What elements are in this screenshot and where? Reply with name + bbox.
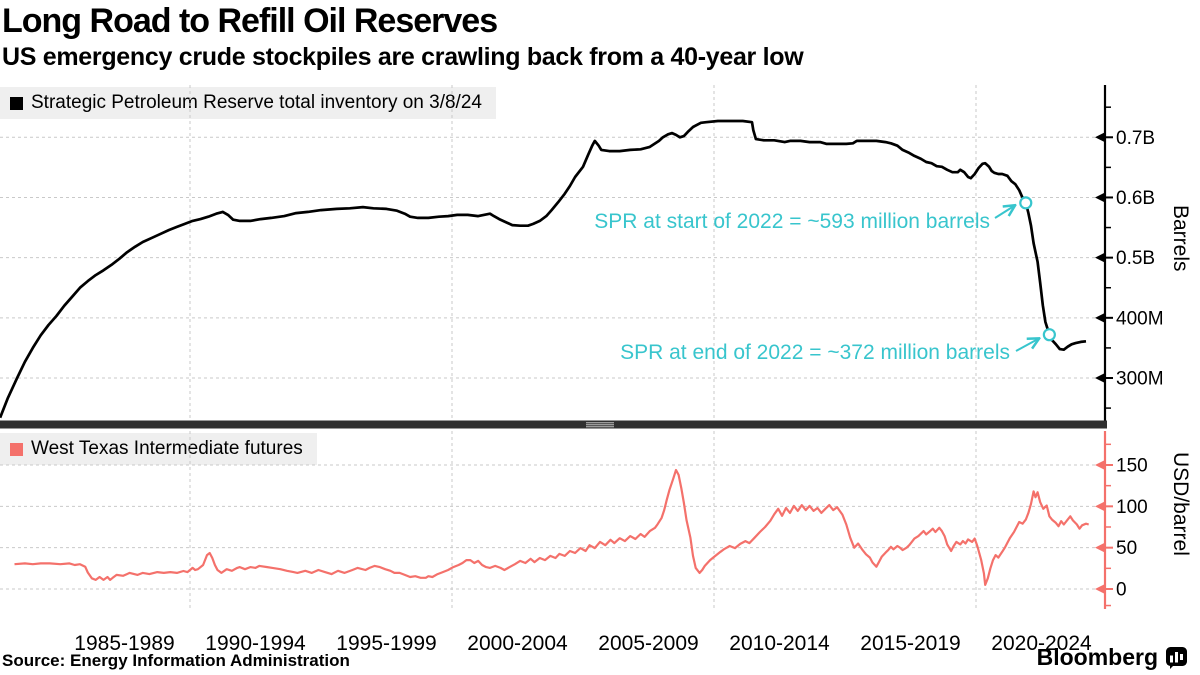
annotation-spr-end-2022: SPR at end of 2022 = ~372 million barrel… <box>620 341 1010 364</box>
annotation-marker-icon <box>1042 328 1056 342</box>
wti-axis-title: USD/barrel <box>1169 452 1192 556</box>
x-axis-label: 2015-2019 <box>860 632 960 655</box>
y-tick-label: 400M <box>1116 308 1164 329</box>
major-tick-arrow-icon <box>1095 192 1104 202</box>
major-tick-arrow-icon <box>1095 543 1104 553</box>
spr-legend-label: Strategic Petroleum Reserve total invent… <box>31 92 482 113</box>
panel-divider <box>0 420 1107 429</box>
x-axis-label: 2010-2014 <box>729 632 830 655</box>
bloomberg-brand: Bloomberg <box>1037 644 1188 671</box>
annotation-arrow-icon <box>994 206 1014 219</box>
legend-wti: West Texas Intermediate futures <box>0 433 317 465</box>
major-tick-arrow-icon <box>1095 132 1104 142</box>
annotation-marker-icon <box>1019 196 1033 210</box>
y-tick-label: 150 <box>1116 455 1148 476</box>
y-tick-label: 0.5B <box>1116 248 1155 269</box>
source-note: Source: Energy Information Administratio… <box>2 651 350 670</box>
y-tick-label: 0.6B <box>1116 188 1155 209</box>
major-tick-arrow-icon <box>1095 253 1104 263</box>
spr-legend-swatch-icon <box>10 96 23 110</box>
bloomberg-wordmark: Bloomberg <box>1036 644 1158 670</box>
y-tick-label: 300M <box>1116 369 1164 390</box>
page-subtitle: US emergency crude stockpiles are crawli… <box>2 43 804 71</box>
x-axis-label: 2020-2024 <box>991 632 1092 655</box>
wti-legend-label: West Texas Intermediate futures <box>31 438 303 459</box>
legend-spr: Strategic Petroleum Reserve total invent… <box>0 87 496 119</box>
major-tick-arrow-icon <box>1095 584 1104 594</box>
spr-axis-title: Barrels <box>1169 205 1192 272</box>
bloomberg-logo-icon <box>1166 647 1187 669</box>
x-axis-label: 1995-1999 <box>336 632 436 655</box>
x-axis-label: 1985-1989 <box>74 632 174 655</box>
wti-line-series <box>14 468 1090 587</box>
page-title: Long Road to Refill Oil Reserves <box>2 2 498 40</box>
y-tick-label: 50 <box>1116 538 1137 559</box>
major-tick-arrow-icon <box>1095 501 1104 511</box>
spr-line-series <box>0 119 1087 419</box>
major-tick-arrow-icon <box>1095 460 1104 470</box>
y-tick-label: 0.7B <box>1116 128 1155 149</box>
annotation-arrow-icon <box>1015 339 1038 352</box>
x-axis-label: 2000-2004 <box>467 632 568 655</box>
major-tick-arrow-icon <box>1095 313 1104 323</box>
x-axis-label: 2005-2009 <box>598 632 698 655</box>
y-tick-label: 100 <box>1116 497 1148 518</box>
x-axis-label: 1990-1994 <box>205 632 306 655</box>
major-tick-arrow-icon <box>1095 373 1104 383</box>
annotation-spr-start-2022: SPR at start of 2022 = ~593 million barr… <box>594 210 990 233</box>
wti-legend-swatch-icon <box>10 442 23 456</box>
y-tick-label: 0 <box>1116 580 1127 601</box>
